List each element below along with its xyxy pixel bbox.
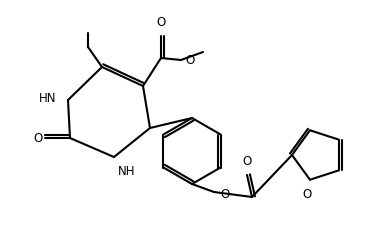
Text: HN: HN	[38, 92, 56, 105]
Text: O: O	[302, 188, 312, 201]
Text: O: O	[185, 54, 194, 67]
Text: O: O	[156, 16, 166, 29]
Text: NH: NH	[118, 165, 135, 178]
Text: O: O	[242, 155, 252, 168]
Text: O: O	[220, 187, 229, 201]
Text: O: O	[33, 132, 43, 145]
